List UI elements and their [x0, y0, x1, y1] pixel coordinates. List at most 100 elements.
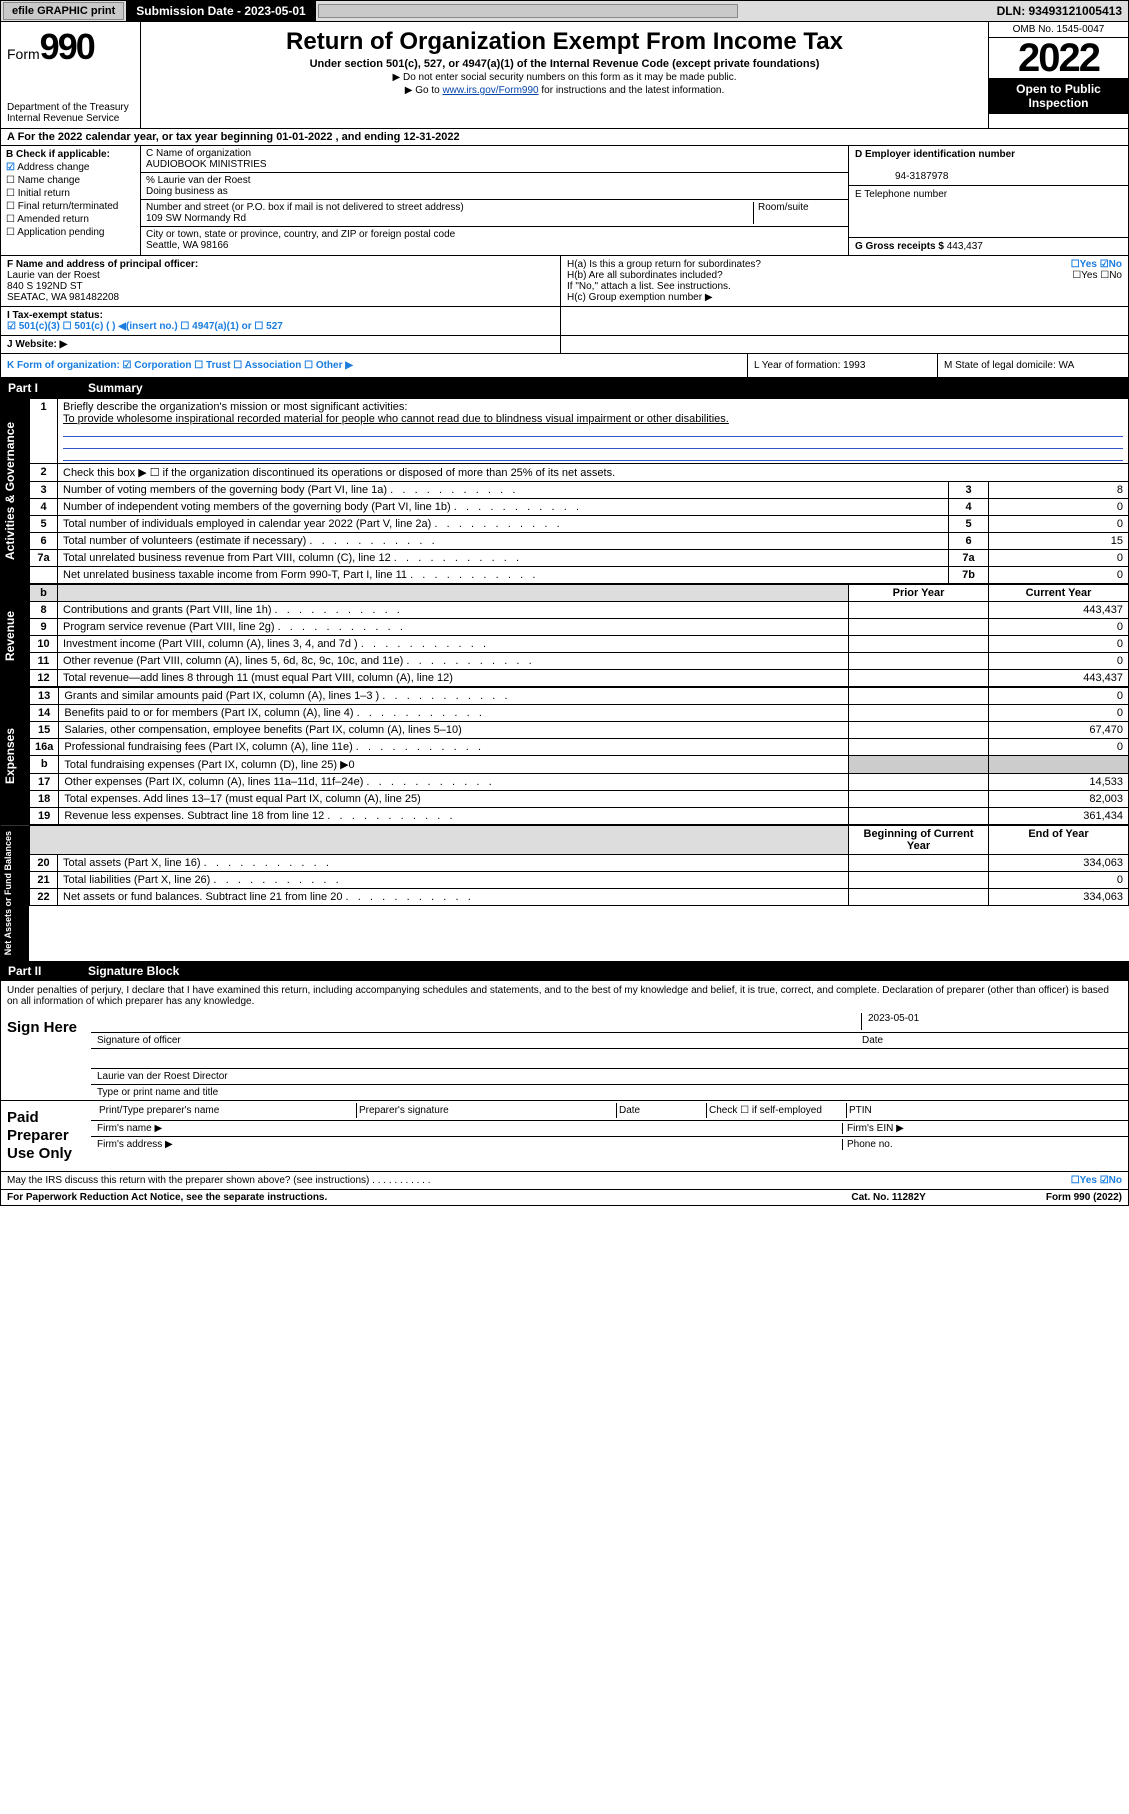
row-end: 334,063: [989, 855, 1129, 872]
hc-label: H(c) Group exemption number ▶: [567, 292, 1122, 303]
check-icon[interactable]: ☑: [6, 162, 15, 173]
firm-ein-label: Firm's EIN ▶: [842, 1123, 1122, 1134]
efile-print-button[interactable]: efile GRAPHIC print: [3, 2, 124, 20]
signer-name-label: Type or print name and title: [97, 1087, 218, 1098]
column-b: B Check if applicable: ☑ Address change …: [1, 146, 141, 255]
chk-application-pending: Application pending: [17, 227, 104, 238]
checkbox-icon[interactable]: ☐: [6, 214, 15, 225]
info-grid: B Check if applicable: ☑ Address change …: [0, 146, 1129, 256]
row-prior: [849, 636, 989, 653]
row-prior: [849, 774, 989, 791]
row-desc: Total revenue—add lines 8 through 11 (mu…: [63, 672, 453, 684]
row-desc: Total number of individuals employed in …: [63, 518, 560, 530]
vtab-governance: Activities & Governance: [1, 398, 29, 584]
row-desc: Number of voting members of the governin…: [63, 484, 515, 496]
row-desc: Professional fundraising fees (Part IX, …: [64, 741, 481, 753]
row-num: 9: [30, 619, 58, 636]
row-prior: [849, 653, 989, 670]
hb-answer: ☐Yes ☐No: [1072, 270, 1122, 281]
vtab-revenue: Revenue: [1, 584, 29, 687]
tax-status-label: I Tax-exempt status:: [7, 310, 103, 321]
row-prior: [849, 722, 989, 739]
row-box: 5: [949, 516, 989, 533]
row-prior: [849, 670, 989, 687]
row-num: 21: [30, 872, 58, 889]
officer-label: F Name and address of principal officer:: [7, 259, 198, 270]
row-box: 7b: [949, 567, 989, 584]
row-num: 15: [30, 722, 59, 739]
state-domicile: M State of legal domicile: WA: [938, 354, 1128, 377]
row-num: 8: [30, 602, 58, 619]
chk-final-return: Final return/terminated: [18, 201, 119, 212]
instructions-post: for instructions and the latest informat…: [539, 85, 725, 96]
row-desc: Grants and similar amounts paid (Part IX…: [64, 690, 507, 702]
row-num: [30, 567, 58, 584]
row-desc: Total fundraising expenses (Part IX, col…: [64, 759, 354, 771]
row-prior: [849, 619, 989, 636]
checkbox-icon[interactable]: ☐: [6, 175, 15, 186]
paid-preparer-label: Paid Preparer Use Only: [1, 1101, 91, 1171]
blank-field: [318, 4, 738, 18]
chk-amended: Amended return: [17, 214, 89, 225]
row-num: 4: [30, 499, 58, 516]
row-desc: Number of independent voting members of …: [63, 501, 579, 513]
row-desc: Program service revenue (Part VIII, line…: [63, 621, 403, 633]
row-curr: 0: [989, 619, 1129, 636]
row-box: 6: [949, 533, 989, 550]
top-toolbar: efile GRAPHIC print Submission Date - 20…: [0, 0, 1129, 22]
tax-year: 2022: [989, 38, 1128, 78]
row-num: 12: [30, 670, 58, 687]
org-name: AUDIOBOOK MINISTRIES: [146, 159, 267, 170]
column-d: D Employer identification number 94-3187…: [848, 146, 1128, 255]
row-desc: Total assets (Part X, line 16): [63, 857, 329, 869]
row-num: 14: [30, 705, 59, 722]
form-subtitle: Under section 501(c), 527, or 4947(a)(1)…: [147, 58, 982, 70]
officer-name: Laurie van der Roest: [7, 270, 100, 281]
sig-date: 2023-05-01: [862, 1013, 1122, 1030]
col-end: End of Year: [989, 826, 1129, 855]
checkbox-icon[interactable]: ☐: [6, 201, 15, 212]
col-curr: Current Year: [989, 585, 1129, 602]
checkbox-icon[interactable]: ☐: [6, 227, 15, 238]
city: Seattle, WA 98166: [146, 240, 228, 251]
row-desc: Revenue less expenses. Subtract line 18 …: [64, 810, 452, 822]
officer-addr1: 840 S 192ND ST: [7, 281, 83, 292]
mission-line: [63, 437, 1123, 449]
chk-address-change: Address change: [17, 162, 89, 173]
row-desc: Total unrelated business revenue from Pa…: [63, 552, 519, 564]
org-name-label: C Name of organization: [146, 148, 251, 159]
part1-header: Part I Summary: [0, 378, 1129, 398]
discuss-question: May the IRS discuss this return with the…: [7, 1175, 1071, 1186]
discuss-answer: ☐Yes ☑No: [1071, 1175, 1122, 1186]
row-num: b: [30, 756, 59, 774]
ha-answer: ☐Yes ☑No: [1071, 259, 1122, 270]
instructions-link[interactable]: www.irs.gov/Form990: [442, 85, 538, 96]
row-num: 3: [30, 482, 58, 499]
row-val: 0: [989, 499, 1129, 516]
ptin-label: PTIN: [847, 1103, 1122, 1118]
form-of-org: K Form of organization: ☑ Corporation ☐ …: [7, 360, 353, 371]
row-box: 4: [949, 499, 989, 516]
part1-title: Summary: [88, 381, 143, 395]
dln-label: DLN: 93493121005413: [997, 4, 1128, 18]
row-num: 20: [30, 855, 58, 872]
phone-no-label: Phone no.: [842, 1139, 1122, 1150]
row-desc: Other expenses (Part IX, column (A), lin…: [64, 776, 491, 788]
mission-line: [63, 425, 1123, 437]
dba-label: Doing business as: [146, 186, 228, 197]
checkbox-icon[interactable]: ☐: [6, 188, 15, 199]
privacy-note: ▶ Do not enter social security numbers o…: [147, 72, 982, 83]
self-employed-label: Check ☐ if self-employed: [707, 1103, 847, 1118]
chk-initial-return: Initial return: [18, 188, 70, 199]
sig-officer-label: Signature of officer: [97, 1035, 181, 1046]
paperwork-notice: For Paperwork Reduction Act Notice, see …: [7, 1192, 327, 1203]
row-num: 19: [30, 808, 59, 825]
gross-receipts-label: G Gross receipts $: [855, 241, 944, 252]
instructions-pre: ▶ Go to: [405, 85, 443, 96]
row-desc: Total liabilities (Part X, line 26): [63, 874, 339, 886]
row-curr: 0: [989, 705, 1129, 722]
row-num: 11: [30, 653, 58, 670]
signature-block: Sign Here 2023-05-01 Signature of office…: [0, 1011, 1129, 1172]
tax-status-options: ☑ 501(c)(3) ☐ 501(c) ( ) ◀(insert no.) ☐…: [7, 321, 283, 332]
form-header: Form990 Department of the Treasury Inter…: [0, 22, 1129, 129]
